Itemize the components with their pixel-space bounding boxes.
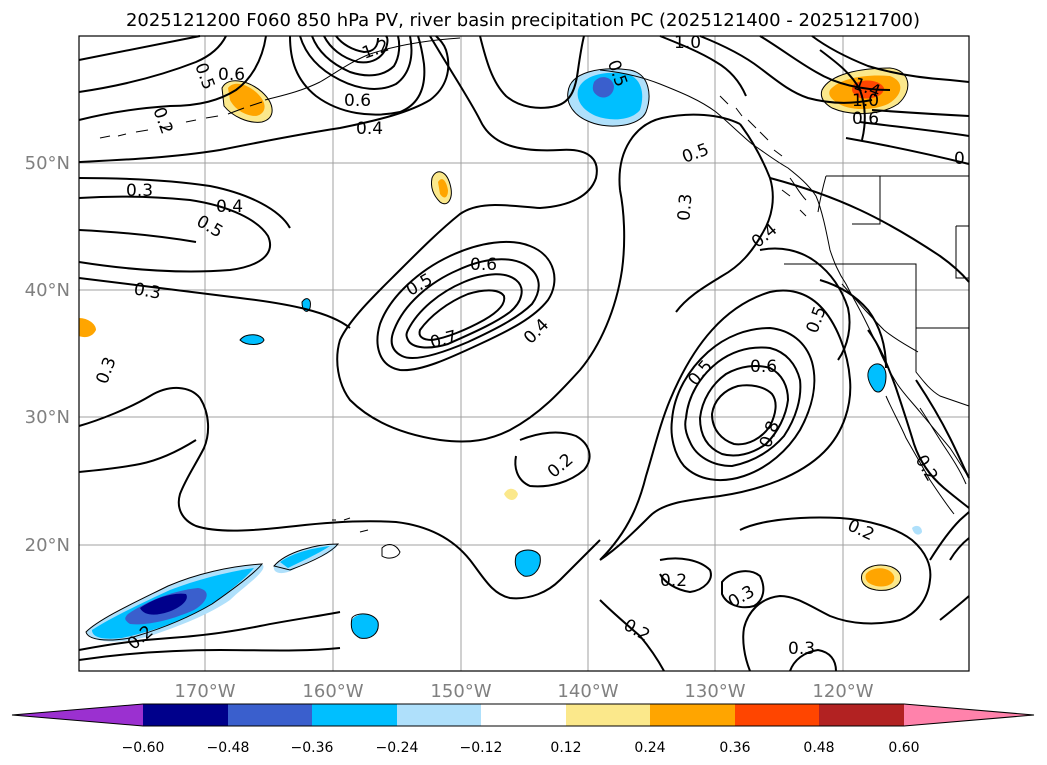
contour-label: 0.3 xyxy=(788,639,815,659)
precip-negative-area xyxy=(912,525,922,535)
contour-label: 0.6 xyxy=(344,91,371,111)
colorbar-segment xyxy=(904,704,1034,726)
colorbar: −0.60 −0.48 −0.36 −0.24 −0.12 0.12 0.24 … xyxy=(11,703,1035,756)
contour-label: 1.0 xyxy=(852,91,879,111)
lon-label: 170°W xyxy=(174,681,235,702)
precip-positive-area xyxy=(438,179,448,198)
contour-label: 0.6 xyxy=(750,357,777,377)
precip-positive-area xyxy=(79,318,96,338)
colorbar-segment xyxy=(228,704,312,726)
lat-label: 30°N xyxy=(25,407,70,428)
pv-contours xyxy=(78,35,970,672)
lat-label: 20°N xyxy=(25,535,70,556)
colorbar-tick-label: −0.60 xyxy=(122,740,165,756)
colorbar-tick-label: −0.24 xyxy=(376,740,419,756)
colorbar-segment xyxy=(143,704,228,726)
lon-label: 130°W xyxy=(684,681,745,702)
latitude-labels: 50°N 40°N 30°N 20°N xyxy=(25,153,70,556)
contour-label: 0.4 xyxy=(356,119,383,139)
coastlines xyxy=(85,37,970,641)
precip-negative-area xyxy=(351,614,379,639)
contour-label: 0.3 xyxy=(132,279,162,303)
contour-label: 0.6 xyxy=(852,109,879,129)
lon-label: 160°W xyxy=(302,681,363,702)
map-panel: 0.5 0.6 1.2 0.6 0.4 0.2 0.3 0.4 0.5 0.3 … xyxy=(78,33,970,672)
contour-label: 1.0 xyxy=(674,33,701,53)
colorbar-tick-label: 0.12 xyxy=(550,740,581,756)
precip-negative-area xyxy=(867,363,886,393)
precip-negative-area xyxy=(240,334,264,345)
colorbar-segment xyxy=(650,704,735,726)
lat-label: 40°N xyxy=(25,280,70,301)
contour-label: 0.2 xyxy=(660,571,687,591)
lon-label: 140°W xyxy=(557,681,618,702)
longitude-labels: 170°W 160°W 150°W 140°W 130°W 120°W xyxy=(174,681,873,702)
contour-label: 0.3 xyxy=(126,181,153,201)
colorbar-tick-label: 0.60 xyxy=(888,740,919,756)
precip-negative-area xyxy=(280,546,330,568)
precip-positive-area xyxy=(504,488,518,500)
colorbar-segment xyxy=(397,704,481,726)
lon-label: 120°W xyxy=(812,681,873,702)
contour-label: 0.4 xyxy=(216,197,243,217)
contour-label: 0.3 xyxy=(674,193,696,222)
graticule xyxy=(79,36,969,671)
colorbar-segment xyxy=(481,704,566,726)
colorbar-segment xyxy=(735,704,819,726)
colorbar-tick-label: −0.48 xyxy=(207,740,250,756)
colorbar-tick-label: 0.36 xyxy=(719,740,750,756)
colorbar-tick-label: 0.48 xyxy=(803,740,834,756)
colorbar-tick-label: −0.36 xyxy=(291,740,334,756)
contour-label: 0.6 xyxy=(218,65,245,85)
precip-negative-area xyxy=(140,593,187,615)
contour-label: 0.6 xyxy=(470,255,497,275)
lon-label: 150°W xyxy=(430,681,491,702)
map-frame xyxy=(78,35,970,672)
precip-negative-area xyxy=(592,77,614,98)
colorbar-segment xyxy=(566,704,650,726)
precip-positive-area xyxy=(865,568,895,587)
precip-negative-area xyxy=(515,550,541,577)
precip-shading xyxy=(79,68,922,642)
map-title: 2025121200 F060 850 hPa PV, river basin … xyxy=(126,10,920,31)
precip-positive-area xyxy=(228,83,265,116)
colorbar-segment xyxy=(312,704,397,726)
contour-label: 0 xyxy=(954,149,965,169)
lat-label: 50°N xyxy=(25,153,70,174)
colorbar-tick-label: −0.12 xyxy=(460,740,503,756)
colorbar-segment xyxy=(12,704,143,726)
colorbar-tick-label: 0.24 xyxy=(634,740,665,756)
colorbar-segment xyxy=(819,704,904,726)
